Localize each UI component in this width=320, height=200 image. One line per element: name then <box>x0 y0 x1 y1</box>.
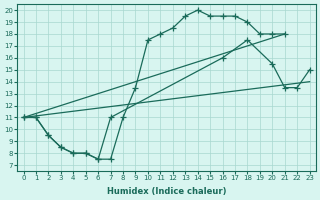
X-axis label: Humidex (Indice chaleur): Humidex (Indice chaleur) <box>107 187 226 196</box>
